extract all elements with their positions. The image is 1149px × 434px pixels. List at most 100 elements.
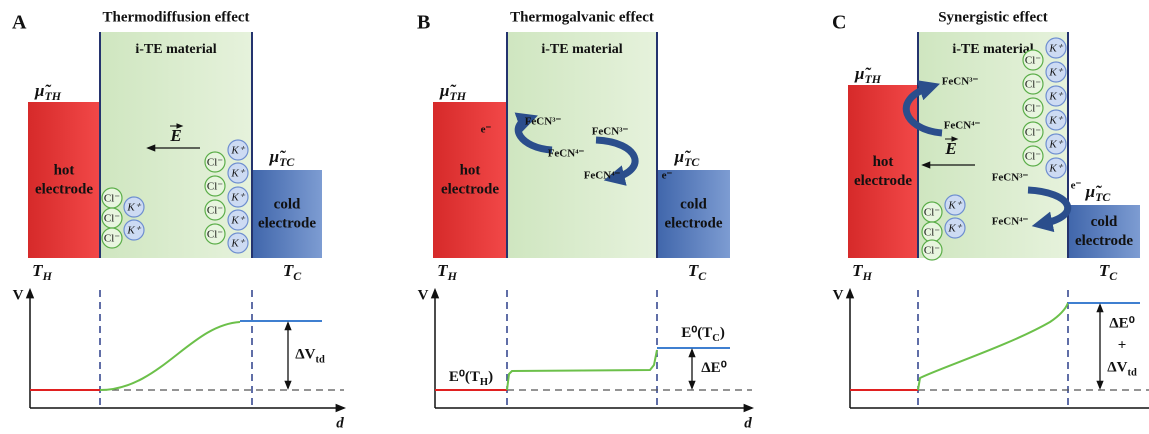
delta-label: + <box>1118 338 1127 354</box>
text-part: T <box>283 261 294 280</box>
species: FeCN³⁻ <box>942 76 979 88</box>
species: FeCN⁴⁻ <box>548 148 585 160</box>
species: FeCN³⁻ <box>525 116 562 128</box>
text-part: E⁰(T <box>681 325 712 341</box>
mu-cold: μ̃TC <box>269 147 296 169</box>
anion: Cl⁻ <box>104 213 120 225</box>
delta-label: ΔVtd <box>1107 360 1137 379</box>
anion-circle <box>1022 97 1044 119</box>
subscript: TH <box>449 89 466 103</box>
species: e⁻ <box>481 124 492 136</box>
reaction-arrow <box>514 112 553 154</box>
anion: Cl⁻ <box>924 245 940 257</box>
cold-electrode-label: electrode <box>664 215 722 231</box>
cold-electrode-label: cold <box>1091 214 1118 230</box>
mu-hot: μ̃TH <box>439 81 467 103</box>
text-part: T <box>1099 261 1110 280</box>
cation: K⁺ <box>1048 67 1063 79</box>
cation-circle <box>227 162 249 184</box>
panel-title: Synergistic effect <box>938 9 1048 25</box>
field-label: E <box>944 139 956 158</box>
cation: K⁺ <box>947 223 962 235</box>
anion: Cl⁻ <box>1025 127 1041 139</box>
cation: K⁺ <box>230 238 245 250</box>
species: FeCN³⁻ <box>592 126 629 138</box>
text-part: ΔE⁰ <box>1109 316 1134 332</box>
subscript: td <box>315 355 324 366</box>
anion: Cl⁻ <box>1025 151 1041 163</box>
anion-circle <box>1022 145 1044 167</box>
panel-label: B <box>417 12 430 34</box>
cation: K⁺ <box>126 202 141 214</box>
anion: Cl⁻ <box>207 229 223 241</box>
anion: Cl⁻ <box>104 193 120 205</box>
cation: K⁺ <box>947 200 962 212</box>
hot-electrode-label: hot <box>460 162 481 178</box>
cold-electrode-label: cold <box>680 196 707 212</box>
cation-circle <box>123 196 145 218</box>
species: e⁻ <box>662 170 673 182</box>
y-axis-label: V <box>13 287 24 303</box>
text-part: T <box>688 261 699 280</box>
hot-electrode-label: hot <box>54 162 75 178</box>
text-part: + <box>1118 338 1127 354</box>
reaction-arrow <box>595 136 639 186</box>
subscript: C <box>698 269 707 283</box>
panel-label: A <box>12 12 27 34</box>
subscript: H <box>42 269 53 283</box>
cation-circle <box>123 219 145 241</box>
material-profile <box>506 349 658 391</box>
y-axis-label: V <box>833 287 844 303</box>
text-part: ) <box>488 369 493 385</box>
cold-electrode-label: cold <box>274 196 301 212</box>
hot-electrode-label: electrode <box>35 181 93 197</box>
text-part: T <box>852 261 863 280</box>
mu-cold: μ̃TC <box>674 147 701 169</box>
cold-electrode <box>1068 205 1140 258</box>
material-label: i-TE material <box>541 42 622 57</box>
text-part: ) <box>720 325 725 341</box>
cation-circle <box>944 194 966 216</box>
cation-circle <box>1045 37 1067 59</box>
y-axis-label: V <box>418 287 429 303</box>
t-cold: TC <box>283 261 302 283</box>
mu-cold: μ̃TC <box>1085 182 1112 204</box>
cation-circle <box>1045 85 1067 107</box>
reaction-arrow <box>902 80 943 137</box>
t-cold: TC <box>688 261 707 283</box>
anion-circle <box>1022 49 1044 71</box>
mu-hot: μ̃TH <box>854 64 882 86</box>
hot-electrode-label: electrode <box>854 173 912 189</box>
cation: K⁺ <box>1048 139 1063 151</box>
cation-circle <box>1045 61 1067 83</box>
text-part: ΔV <box>295 347 315 363</box>
subscript: H <box>480 377 488 388</box>
anion: Cl⁻ <box>1025 55 1041 67</box>
cation: K⁺ <box>1048 163 1063 175</box>
species: FeCN³⁻ <box>992 172 1029 184</box>
panel-title: Thermogalvanic effect <box>510 9 654 25</box>
anion: Cl⁻ <box>207 157 223 169</box>
text-part: ΔE⁰ <box>701 360 726 376</box>
cation-circle <box>227 139 249 161</box>
hot-electrode <box>433 102 507 258</box>
t-hot: TH <box>32 261 52 283</box>
text-part: E⁰(T <box>449 369 480 385</box>
cold-electrode <box>657 170 730 258</box>
cation: K⁺ <box>1048 115 1063 127</box>
delta-label: ΔVtd <box>295 347 325 366</box>
hot-electrode-label: electrode <box>441 181 499 197</box>
species: FeCN⁴⁻ <box>584 170 621 182</box>
t-hot: TH <box>852 261 872 283</box>
material-label: i-TE material <box>135 42 216 57</box>
cation-circle <box>1045 133 1067 155</box>
species: e⁻ <box>1071 180 1082 192</box>
cation-circle <box>1045 109 1067 131</box>
level-cold: E⁰(TC) <box>681 325 725 344</box>
species: FeCN⁴⁻ <box>992 216 1029 228</box>
text-part: T <box>437 261 448 280</box>
anion-circle <box>1022 73 1044 95</box>
anion: Cl⁻ <box>1025 103 1041 115</box>
cation: K⁺ <box>126 225 141 237</box>
subscript: C <box>712 333 720 344</box>
